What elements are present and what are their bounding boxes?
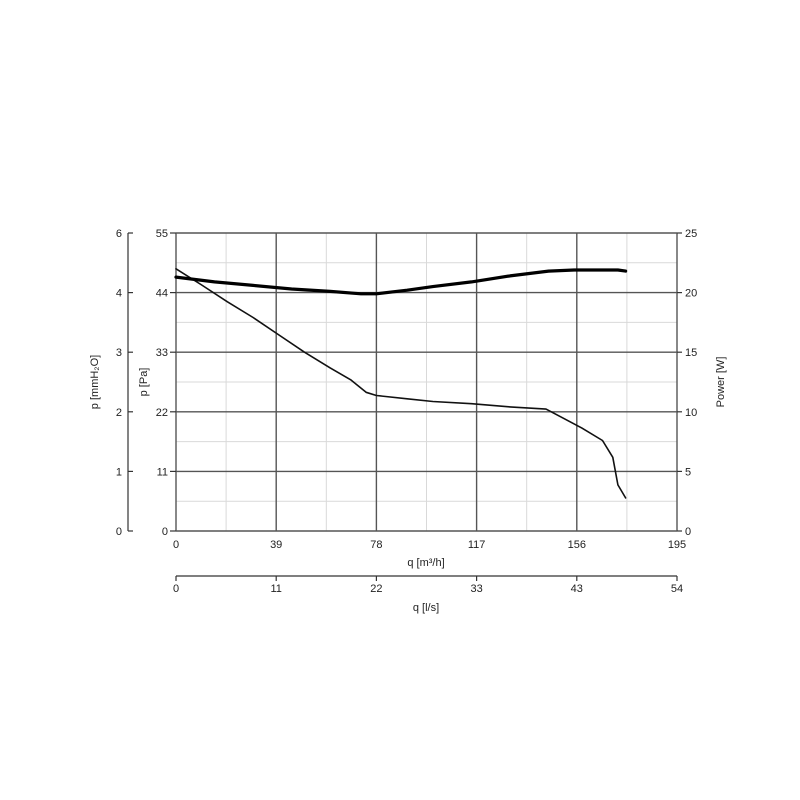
- x-tick-label-m3h: 0: [173, 539, 179, 551]
- x-tick-label-ls: 11: [270, 583, 281, 595]
- x-tick-label-m3h: 117: [468, 539, 486, 551]
- y-tick-label-mmh2o: 0: [116, 526, 122, 538]
- axes: [127, 232, 682, 581]
- y-tick-label-pa: 11: [157, 466, 168, 478]
- y-tick-label-pa: 55: [156, 228, 168, 240]
- data-series: [174, 267, 628, 499]
- y-tick-label-pa: 44: [156, 288, 168, 300]
- y-tick-label-pa: 33: [156, 347, 168, 359]
- x-tick-label-m3h: 156: [568, 539, 586, 551]
- y-tick-label-power: 5: [685, 466, 691, 478]
- x-tick-label-m3h: 78: [370, 539, 382, 551]
- y-tick-label-mmh2o: 3: [116, 347, 122, 359]
- major-grid: [175, 232, 678, 532]
- x-tick-label-m3h: 195: [668, 539, 686, 551]
- y-tick-label-mmh2o: 4: [116, 288, 122, 300]
- y-axis-label-pa: p [Pa]: [138, 368, 150, 397]
- x-tick-label-ls: 43: [571, 583, 583, 595]
- y-axis-label-power: Power [W]: [715, 357, 727, 408]
- x-tick-label-ls: 22: [370, 583, 382, 595]
- pressure-curve: [175, 267, 627, 499]
- x-axis-label-ls: q [l/s]: [413, 602, 439, 614]
- x-tick-label-ls: 54: [671, 583, 683, 595]
- y-tick-label-power: 10: [685, 407, 697, 419]
- x-tick-label-m3h: 39: [270, 539, 282, 551]
- y-tick-label-pa: 0: [162, 526, 168, 538]
- y-tick-label-mmh2o: 2: [116, 407, 122, 419]
- y-tick-label-power: 15: [685, 347, 697, 359]
- y-axis-label-mmh2o: p [mmH₂O]: [89, 355, 101, 409]
- y-tick-label-mmh2o: 6: [116, 228, 122, 240]
- minor-grid: [176, 233, 677, 531]
- x-axis-label-m3h: q [m³/h]: [407, 557, 444, 569]
- x-tick-label-ls: 33: [470, 583, 482, 595]
- y-tick-label-power: 25: [685, 228, 697, 240]
- y-tick-label-mmh2o: 1: [116, 466, 122, 478]
- x-tick-label-ls: 0: [173, 583, 179, 595]
- y-tick-label-power: 0: [685, 526, 691, 538]
- power-curve: [174, 268, 628, 296]
- y-tick-label-pa: 22: [156, 407, 168, 419]
- y-tick-label-power: 20: [685, 288, 697, 300]
